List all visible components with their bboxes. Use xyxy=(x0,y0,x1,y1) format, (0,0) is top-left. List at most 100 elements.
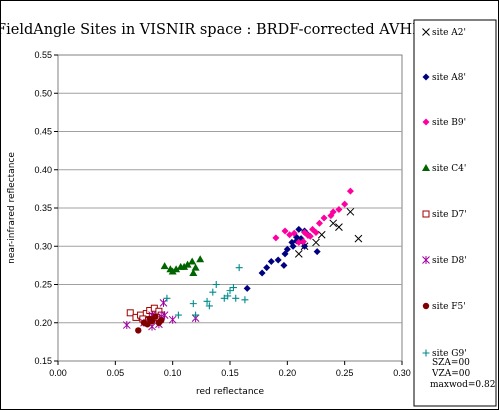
data-point xyxy=(272,234,280,242)
data-point xyxy=(144,321,151,328)
data-point xyxy=(295,225,303,233)
legend-marker xyxy=(422,73,430,81)
data-point xyxy=(205,302,213,310)
x-tick-label: 0.20 xyxy=(279,368,297,378)
data-point xyxy=(335,206,343,214)
data-point xyxy=(309,225,317,233)
data-point xyxy=(301,228,309,236)
data-point xyxy=(267,258,275,266)
legend-entry-label: site G9' xyxy=(432,349,467,359)
data-point xyxy=(160,311,169,320)
x-tick-label: 0.15 xyxy=(221,368,239,378)
data-point xyxy=(166,265,175,273)
x-axis-label: red reflectance xyxy=(196,387,265,397)
legend-note-maxwod: maxwod=0.82 xyxy=(430,380,495,390)
data-point xyxy=(188,257,197,265)
legend-marker xyxy=(422,256,430,264)
data-point xyxy=(180,262,189,270)
data-point xyxy=(341,200,349,208)
legend-entry-label: site F5' xyxy=(432,302,466,312)
x-axis: 0.00 0.05 0.10 0.15 0.20 0.25 0.30 xyxy=(49,361,411,378)
data-point xyxy=(320,214,328,222)
data-point xyxy=(174,311,182,319)
legend-entry-label: site D8' xyxy=(432,256,467,266)
data-point xyxy=(312,238,320,247)
legend-marker xyxy=(422,164,430,171)
x-tick-label: 0.30 xyxy=(393,368,411,378)
data-point xyxy=(209,288,217,296)
data-point xyxy=(163,294,171,302)
legend-entry-label: site D7' xyxy=(432,210,467,220)
data-point xyxy=(329,219,338,228)
data-point xyxy=(243,284,251,292)
legend-entry-label: site C4' xyxy=(432,164,466,174)
legend-marker xyxy=(422,118,430,126)
x-tick-label: 0.10 xyxy=(164,368,182,378)
y-tick-label: 0.40 xyxy=(34,165,52,175)
legend: site A2' site A8' site B9' site C4' site D7'… xyxy=(422,28,467,359)
data-point xyxy=(354,234,363,243)
data-point xyxy=(126,309,134,317)
data-point xyxy=(232,294,240,302)
data-point xyxy=(281,227,289,235)
legend-note-vza: VZA=00 xyxy=(431,369,471,379)
legend-marker xyxy=(422,349,430,357)
y-tick-label: 0.35 xyxy=(34,203,52,213)
data-point xyxy=(172,265,181,273)
y-tick-label: 0.55 xyxy=(34,50,52,60)
gridlines xyxy=(58,92,402,324)
data-point xyxy=(315,219,323,227)
y-axis: 0.15 0.20 0.25 0.30 0.35 0.40 0.45 0.50 0.55 xyxy=(34,50,58,366)
data-point xyxy=(168,315,177,324)
data-point xyxy=(135,327,142,334)
data-point xyxy=(224,292,232,300)
data-point xyxy=(306,232,314,240)
y-tick-label: 0.25 xyxy=(34,280,52,290)
x-tick-label: 0.00 xyxy=(49,368,67,378)
y-tick-label: 0.20 xyxy=(34,318,52,328)
legend-marker xyxy=(422,210,430,218)
data-point xyxy=(274,256,282,264)
data-point xyxy=(283,245,291,253)
data-point xyxy=(203,297,211,305)
legend-entry-label: site A2' xyxy=(432,28,466,38)
data-point xyxy=(152,313,159,320)
data-point xyxy=(189,300,197,308)
data-point xyxy=(158,317,165,324)
data-point xyxy=(226,287,234,295)
data-point xyxy=(346,207,355,216)
data-point xyxy=(286,231,294,239)
data-point xyxy=(288,238,296,246)
x-tick-label: 0.25 xyxy=(336,368,354,378)
data-point xyxy=(183,260,192,268)
data-point xyxy=(160,262,169,270)
data-point xyxy=(280,261,288,269)
data-point xyxy=(192,311,200,319)
legend-note-sza: SZA=00 xyxy=(432,358,470,368)
data-point xyxy=(329,208,337,216)
data-point xyxy=(263,264,271,272)
legend-marker xyxy=(422,28,430,36)
legend-marker xyxy=(422,302,430,310)
legend-entry-label: site B9' xyxy=(432,118,466,128)
data-point xyxy=(235,264,243,272)
data-point xyxy=(189,269,198,277)
data-point xyxy=(229,284,237,292)
data-point xyxy=(294,250,303,258)
data-point xyxy=(191,263,200,271)
data-points xyxy=(122,187,363,334)
data-point xyxy=(335,223,343,231)
data-point xyxy=(295,238,303,246)
data-point xyxy=(196,255,205,263)
data-point xyxy=(212,281,220,288)
legend-entry-label: site A8' xyxy=(432,73,466,83)
data-point xyxy=(159,298,168,307)
data-point xyxy=(148,318,156,325)
y-tick-label: 0.45 xyxy=(34,127,52,137)
data-point xyxy=(313,248,321,256)
y-axis-label: near-infrared reflectance xyxy=(7,152,17,264)
data-point xyxy=(299,238,307,246)
x-tick-label: 0.05 xyxy=(107,368,125,378)
chart-title: FieldAngle Sites in VISNIR space : BRDF-… xyxy=(0,22,435,38)
